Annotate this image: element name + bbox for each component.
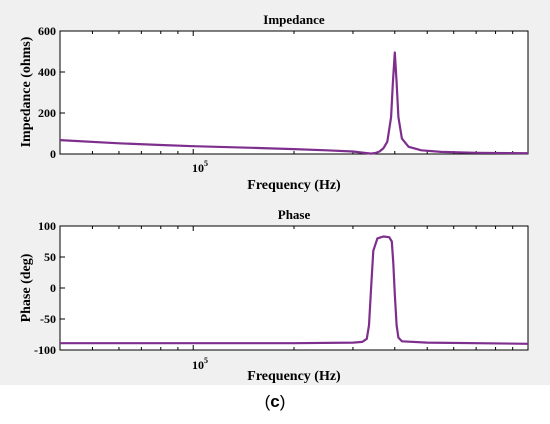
impedance-ytick-label-3: 600 [38, 24, 56, 38]
phase-title: Phase [278, 207, 311, 222]
impedance-title: Impedance [263, 12, 325, 27]
impedance-ylabel: Impedance (ohms) [19, 36, 34, 147]
phase-axes: Phase Frequency (Hz) Phase (deg) 105 -10… [19, 207, 529, 384]
impedance-axes: Impedance Frequency (Hz) Impedance (ohms… [19, 12, 529, 193]
caption-open: ( [264, 392, 271, 411]
figure-window: Impedance Frequency (Hz) Impedance (ohms… [0, 0, 550, 385]
phase-ytick-label-0: -100 [34, 343, 56, 357]
phase-series-line [60, 235, 529, 345]
impedance-xlabel: Frequency (Hz) [247, 178, 341, 193]
impedance-ytick-label-2: 400 [38, 65, 56, 79]
caption-close: ) [279, 392, 286, 411]
phase-xticks [59, 226, 529, 350]
figure-caption: (c) [0, 392, 550, 412]
phase-xtick-label: 105 [192, 356, 208, 372]
phase-ytick-label-1: -50 [40, 312, 56, 326]
impedance-series-line [59, 51, 529, 155]
phase-ytick-label-3: 50 [44, 250, 56, 264]
caption-letter: c [270, 392, 280, 411]
impedance-plot-area [59, 30, 529, 155]
impedance-yticks: 0 200 400 600 [38, 24, 65, 161]
impedance-xtick-label: 105 [192, 159, 208, 175]
phase-ylabel: Phase (deg) [19, 253, 34, 322]
phase-ytick-label-4: 100 [38, 219, 56, 233]
impedance-ytick-label-0: 0 [50, 147, 56, 161]
phase-yticks: -100 -50 0 50 100 [34, 219, 65, 357]
phase-plot-area [59, 225, 529, 351]
phase-ytick-label-2: 0 [50, 281, 56, 295]
impedance-ytick-label-1: 200 [38, 106, 56, 120]
phase-xlabel: Frequency (Hz) [247, 369, 341, 384]
plots-canvas: Impedance Frequency (Hz) Impedance (ohms… [19, 12, 529, 384]
